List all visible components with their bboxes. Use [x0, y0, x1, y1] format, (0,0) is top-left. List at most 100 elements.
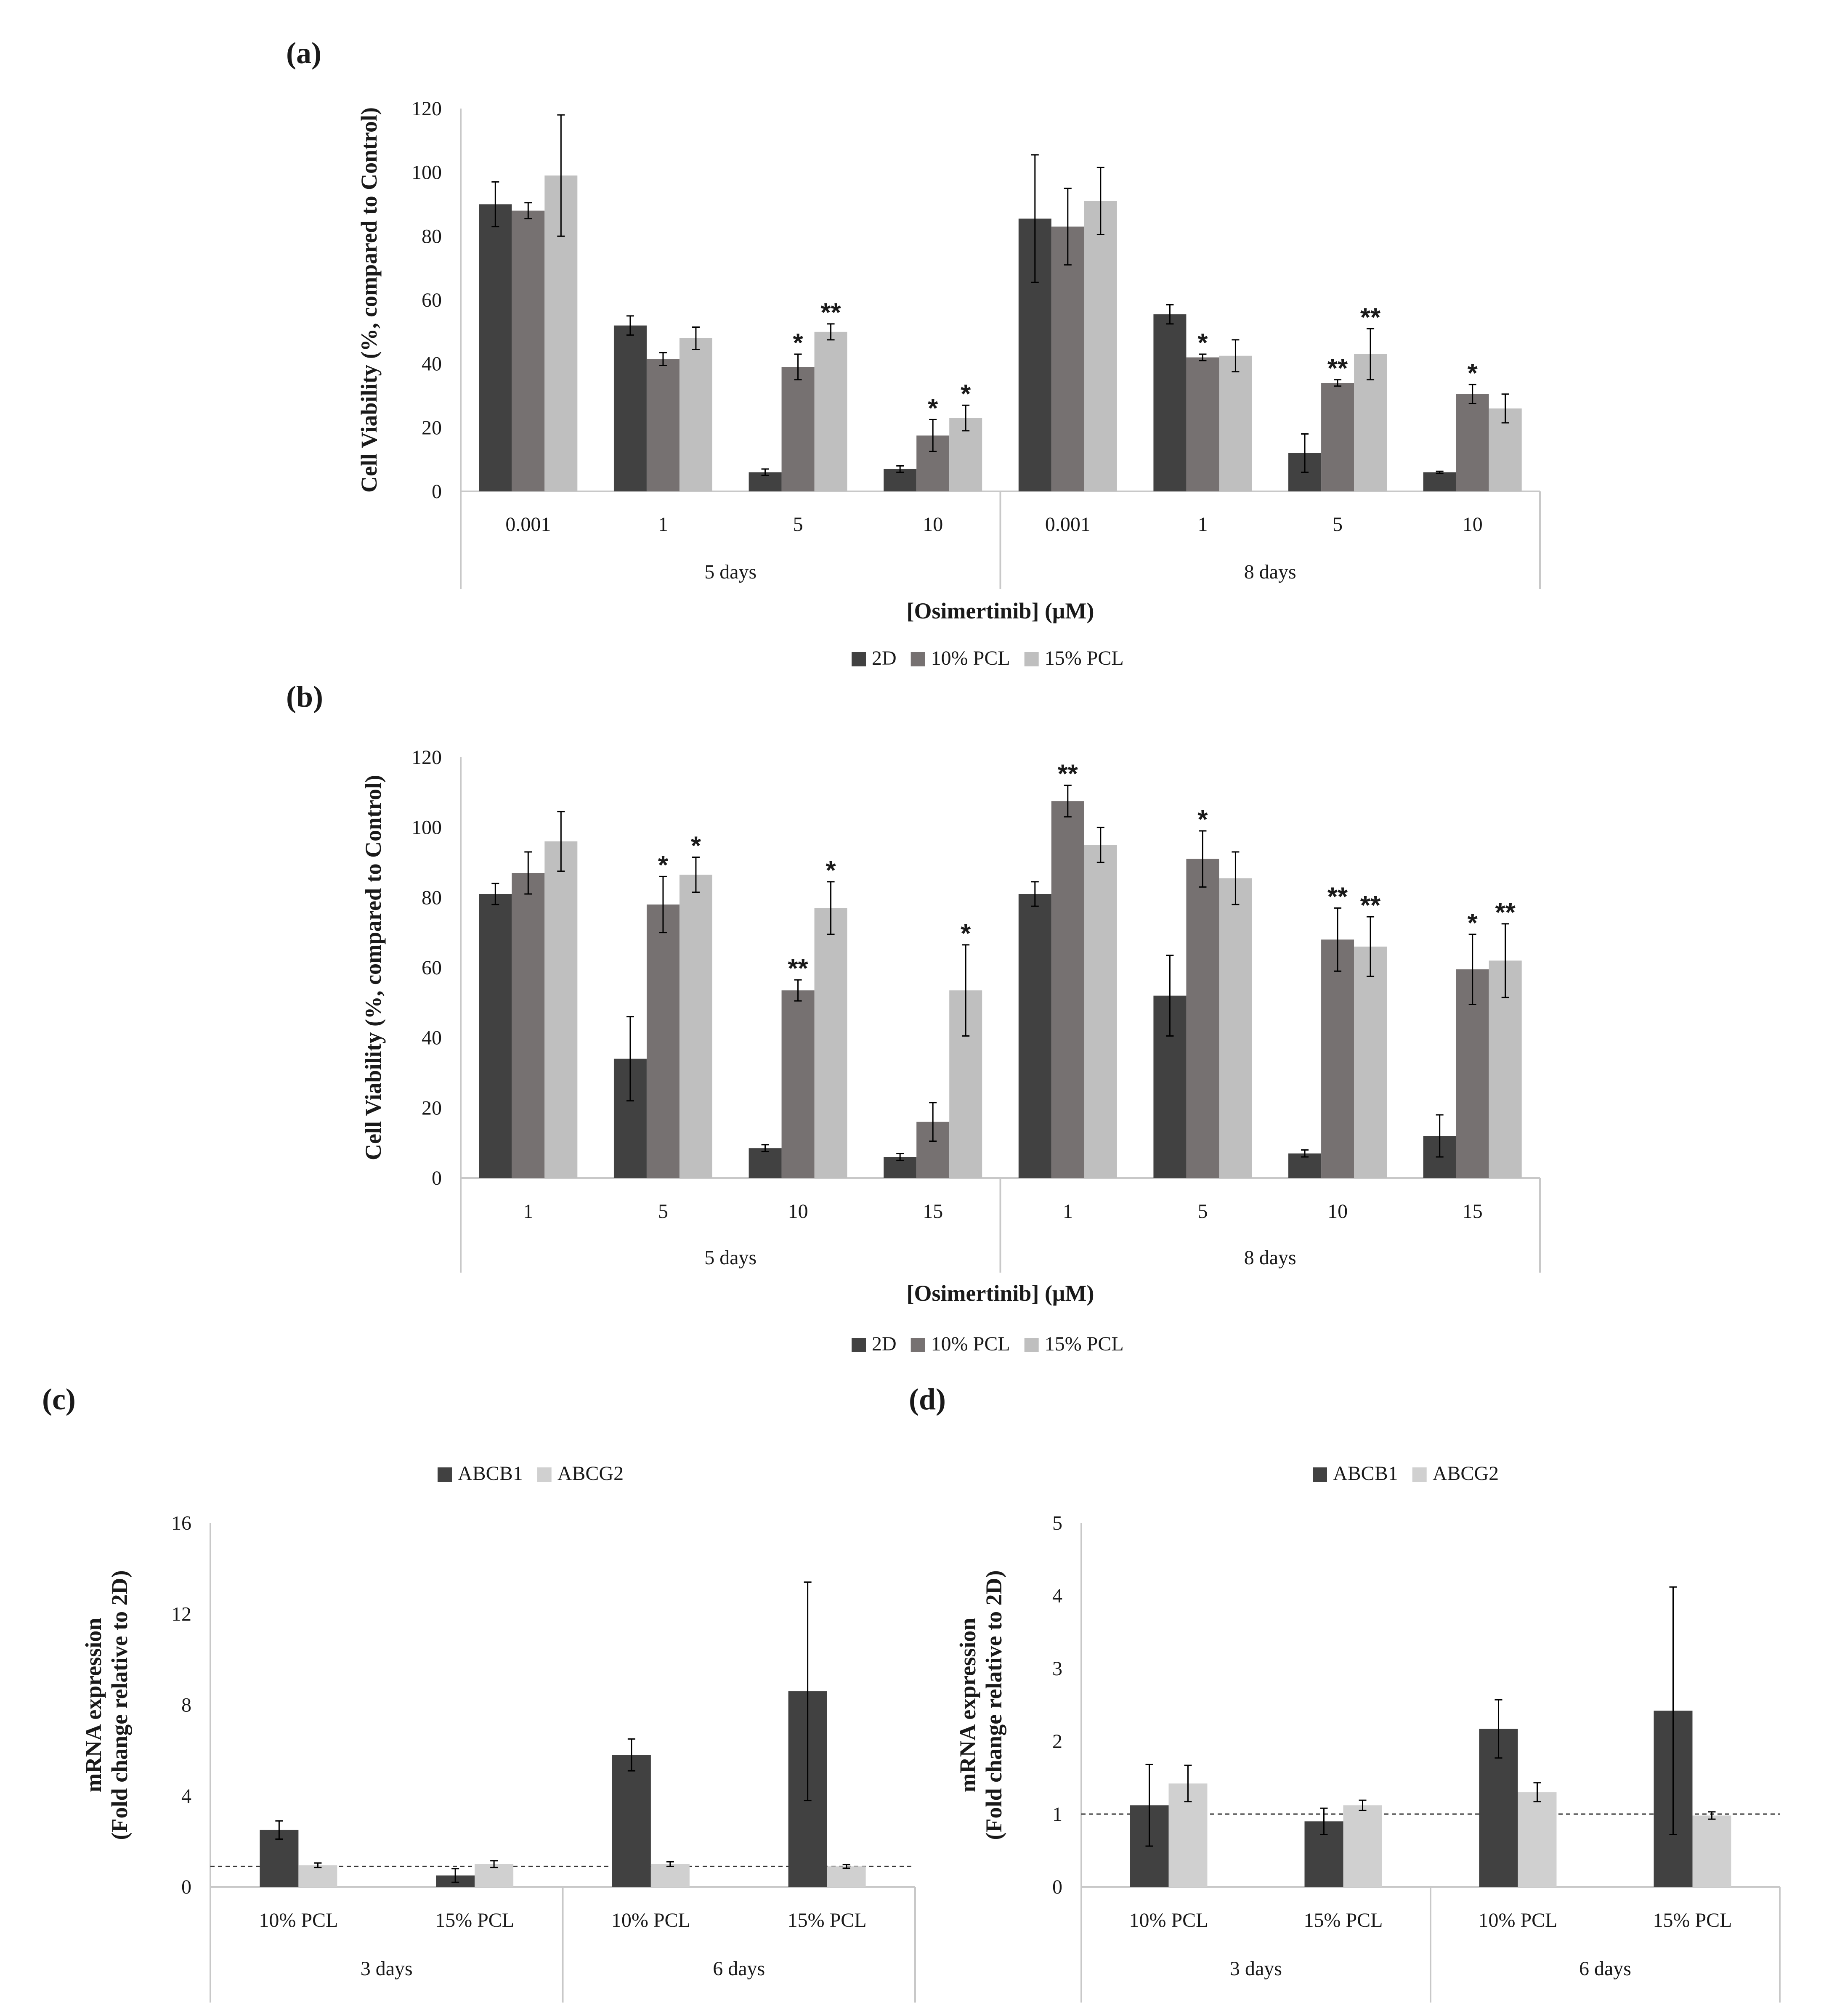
- x-category-label: 5: [658, 1200, 668, 1223]
- y-tick-label: 2: [1052, 1730, 1062, 1753]
- significance-marker: *: [1197, 805, 1208, 834]
- legend-swatch-abcb1: [438, 1467, 452, 1482]
- x-category-label: 15% PCL: [1653, 1909, 1732, 1931]
- x-category-label: 15% PCL: [1303, 1909, 1383, 1931]
- x-category-label: 1: [1197, 513, 1208, 536]
- y-tick-label: 4: [1052, 1585, 1062, 1607]
- legend-label: 15% PCL: [1045, 647, 1124, 669]
- significance-marker: *: [826, 856, 836, 885]
- y-tick-label: 60: [422, 957, 442, 979]
- x-category-label: 1: [523, 1200, 533, 1223]
- legend-label: 2D: [872, 647, 897, 669]
- bar-10-pcl: [1456, 394, 1489, 491]
- bar-2d: [1423, 472, 1456, 491]
- bar-10-pcl: [1051, 226, 1084, 491]
- significance-marker: *: [691, 832, 701, 861]
- x-category-label: 1: [1063, 1200, 1073, 1223]
- significance-marker: **: [788, 954, 808, 983]
- x-group-label: 8 days: [1244, 561, 1296, 583]
- bar-2d: [479, 894, 512, 1178]
- significance-marker: **: [1360, 303, 1381, 332]
- bar-abcg2: [1692, 1815, 1731, 1887]
- legend-swatch-2d: [852, 652, 866, 666]
- legend-label: ABCG2: [1433, 1462, 1499, 1485]
- y-tick-label: 60: [422, 289, 442, 311]
- legend: 2D 10% PCL 15% PCL: [852, 647, 1124, 669]
- y-tick-label: 80: [422, 886, 442, 909]
- x-axis-title: [Osimertinib] (μM): [906, 1281, 1094, 1306]
- significance-marker: *: [1197, 329, 1208, 358]
- bar-15-pcl: [679, 875, 712, 1178]
- panel-label-c: (c): [42, 1382, 76, 1416]
- x-category-label: 10% PCL: [611, 1909, 690, 1931]
- x-category-label: 15: [1463, 1200, 1483, 1223]
- x-category-label: 10% PCL: [1478, 1909, 1557, 1931]
- y-tick-label: 100: [411, 162, 442, 184]
- x-category-label: 10% PCL: [259, 1909, 338, 1931]
- y-tick-label: 100: [411, 817, 442, 839]
- y-axis-title: mRNA expression: [955, 1618, 980, 1793]
- y-tick-label: 8: [181, 1694, 191, 1716]
- y-tick-label: 1: [1052, 1803, 1062, 1825]
- x-group-label: 3 days: [1230, 1958, 1282, 1980]
- bar-2d: [479, 204, 512, 491]
- bar-abcg2: [298, 1865, 337, 1887]
- y-axis-title: (Fold change relative to 2D): [107, 1570, 132, 1840]
- significance-marker: *: [1468, 359, 1478, 388]
- y-tick-label: 40: [422, 1027, 442, 1049]
- significance-marker: *: [658, 851, 669, 880]
- y-tick-label: 20: [422, 1097, 442, 1119]
- y-tick-label: 12: [171, 1603, 191, 1625]
- significance-marker: **: [1058, 760, 1078, 789]
- x-category-label: 10: [1463, 513, 1483, 536]
- x-category-label: 0.001: [1045, 513, 1091, 536]
- legend-swatch-15-pcl: [1024, 652, 1039, 666]
- significance-marker: *: [793, 329, 803, 358]
- significance-marker: *: [1468, 909, 1478, 938]
- x-group-label: 5 days: [704, 1247, 757, 1269]
- x-group-label: 8 days: [1244, 1247, 1296, 1269]
- bar-10-pcl: [781, 990, 815, 1178]
- significance-marker: **: [1327, 354, 1348, 383]
- bar-15-pcl: [1219, 355, 1252, 491]
- legend: ABCB1 ABCG2: [438, 1462, 624, 1485]
- bar-abcb1: [612, 1755, 651, 1887]
- y-tick-label: 5: [1052, 1512, 1062, 1534]
- x-category-label: 10: [788, 1200, 808, 1223]
- bar-15-pcl: [1354, 947, 1387, 1178]
- x-category-label: 5: [1333, 513, 1343, 536]
- significance-marker: **: [1495, 898, 1516, 927]
- bar-15-pcl: [679, 338, 712, 491]
- bar-abcg2: [650, 1864, 690, 1887]
- legend-swatch-abcg2: [537, 1467, 552, 1482]
- bar-15-pcl: [1084, 201, 1117, 492]
- x-category-label: 15% PCL: [435, 1909, 514, 1931]
- legend-swatch-15-pcl: [1024, 1338, 1039, 1352]
- bar-abcg2: [827, 1866, 866, 1887]
- y-axis-title: (Fold change relative to 2D): [981, 1570, 1006, 1840]
- bar-10-pcl: [512, 873, 545, 1178]
- x-axis-title: [Osimertinib] (μM): [906, 598, 1094, 623]
- y-tick-label: 16: [171, 1512, 191, 1534]
- y-tick-label: 40: [422, 353, 442, 375]
- bar-15-pcl: [1084, 845, 1117, 1178]
- y-tick-label: 0: [432, 480, 442, 503]
- bar-15-pcl: [814, 908, 847, 1178]
- x-category-label: 15% PCL: [788, 1909, 867, 1931]
- bar-10-pcl: [1186, 357, 1219, 491]
- x-category-label: 15: [923, 1200, 943, 1223]
- x-category-label: 0.001: [505, 513, 551, 536]
- bar-10-pcl: [781, 367, 815, 491]
- bar-10-pcl: [1321, 383, 1354, 491]
- bar-10-pcl: [512, 210, 545, 492]
- x-category-label: 10: [923, 513, 943, 536]
- significance-marker: **: [820, 298, 841, 327]
- y-tick-label: 3: [1052, 1658, 1062, 1680]
- legend-swatch-abcg2: [1412, 1467, 1427, 1482]
- y-tick-label: 120: [411, 746, 442, 769]
- significance-marker: *: [961, 379, 971, 409]
- legend-label: 2D: [872, 1333, 897, 1355]
- y-axis-title: mRNA expression: [81, 1618, 106, 1793]
- legend-label: ABCB1: [458, 1462, 523, 1485]
